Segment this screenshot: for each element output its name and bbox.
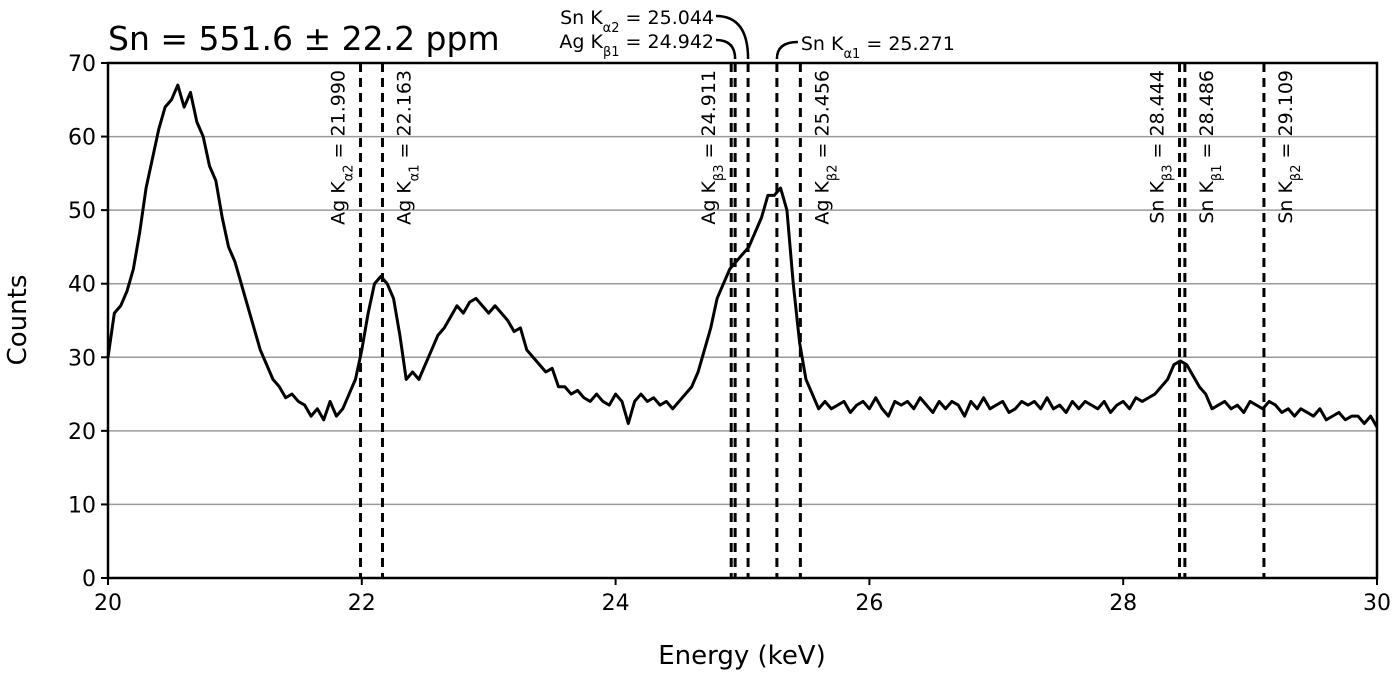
- y-tick-label: 10: [68, 493, 96, 518]
- label-subscript: β1: [1209, 164, 1224, 181]
- label-suffix: = 29.109: [1275, 70, 1297, 164]
- label-suffix: = 25.271: [860, 33, 954, 55]
- label-suffix: = 24.942: [620, 31, 714, 53]
- spectrum-line: [106, 83, 1379, 428]
- label-subscript: α2: [603, 21, 620, 36]
- x-axis-label: Energy (keV): [658, 641, 826, 671]
- label-subscript: β3: [712, 164, 727, 181]
- callout-label: Sn Kα2 = 25.044: [560, 7, 714, 36]
- label-subscript: β1: [603, 45, 620, 60]
- label-suffix: = 24.911: [698, 70, 720, 164]
- callout-label: Sn Kα1 = 25.271: [801, 33, 955, 62]
- label-prefix: Ag K: [811, 181, 833, 225]
- label-prefix: Sn K: [1275, 181, 1297, 224]
- x-tick-label: 30: [1363, 591, 1391, 616]
- line-label: Ag Kβ3 = 24.911: [698, 70, 727, 225]
- label-prefix: Ag K: [559, 31, 603, 53]
- label-prefix: Ag K: [393, 181, 415, 225]
- label-prefix: Sn K: [1196, 181, 1218, 224]
- label-subscript: β2: [825, 164, 840, 181]
- label-suffix: = 25.044: [620, 7, 714, 29]
- label-prefix: Ag K: [698, 181, 720, 225]
- x-tick-label: 20: [94, 591, 122, 616]
- plot-frame: [106, 61, 1379, 580]
- chart-title: Sn = 551.6 ± 22.2 ppm: [108, 19, 500, 58]
- line-label: Ag Kβ2 = 25.456: [811, 70, 840, 225]
- y-tick-label: 20: [68, 420, 96, 445]
- label-subscript: α1: [407, 164, 422, 181]
- x-tick-label: 24: [602, 591, 630, 616]
- label-suffix: = 28.486: [1196, 70, 1218, 164]
- line-label: Sn Kβ1 = 28.486: [1196, 70, 1225, 224]
- label-prefix: Sn K: [801, 33, 844, 55]
- callout-leader: [775, 40, 798, 60]
- label-subscript: α1: [843, 47, 860, 62]
- y-tick-label: 0: [82, 567, 96, 592]
- line-label: Sn Kβ3 = 28.444: [1147, 70, 1176, 224]
- callout-leader: [715, 38, 737, 60]
- label-prefix: Ag K: [328, 181, 350, 225]
- callout-leader: [715, 14, 750, 60]
- y-tick-label: 70: [68, 52, 96, 77]
- line-label: Ag Kα2 = 21.990: [328, 70, 357, 225]
- line-label: Ag Kα1 = 22.163: [393, 70, 422, 225]
- label-suffix: = 28.444: [1147, 70, 1169, 164]
- x-tick-label: 26: [855, 591, 883, 616]
- label-suffix: = 21.990: [328, 70, 350, 164]
- y-tick-label: 40: [68, 273, 96, 298]
- y-tick-label: 50: [68, 199, 96, 224]
- label-subscript: β3: [1160, 164, 1175, 181]
- callout-label: Ag Kβ1 = 24.942: [559, 31, 714, 60]
- label-prefix: Sn K: [1147, 181, 1169, 224]
- line-label: Sn Kβ2 = 29.109: [1275, 70, 1304, 224]
- label-suffix: = 25.456: [811, 70, 833, 164]
- x-tick-label: 22: [348, 591, 376, 616]
- label-subscript: β2: [1288, 164, 1303, 181]
- y-axis-label: Counts: [3, 275, 33, 366]
- label-subscript: α2: [341, 164, 356, 181]
- label-suffix: = 22.163: [393, 70, 415, 164]
- y-tick-label: 30: [68, 346, 96, 371]
- x-tick-label: 28: [1109, 591, 1137, 616]
- label-prefix: Sn K: [560, 7, 603, 29]
- y-tick-label: 60: [68, 126, 96, 151]
